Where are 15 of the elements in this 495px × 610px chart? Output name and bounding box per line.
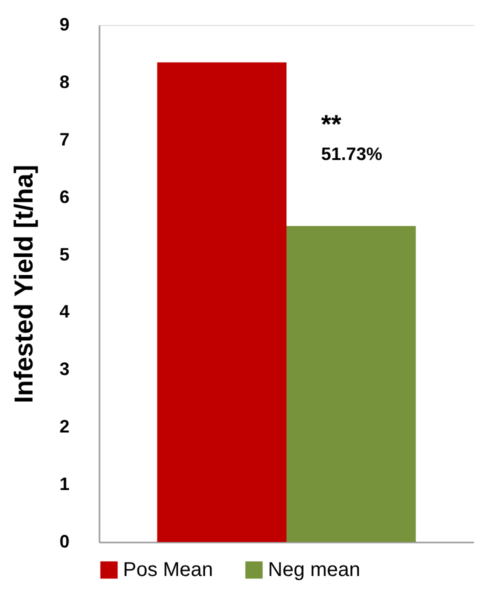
- legend-label: Pos Mean: [123, 559, 214, 581]
- y-tick-label: 7: [59, 129, 70, 150]
- y-tick-label: 4: [59, 302, 70, 322]
- y-tick-label: 9: [59, 14, 70, 34]
- legend-label: Neg mean: [268, 559, 360, 581]
- y-tick-label: 1: [59, 474, 70, 494]
- annotation: 51.73%: [321, 144, 382, 164]
- y-tick-label: 0: [59, 532, 70, 552]
- y-tick-label: 2: [59, 416, 70, 437]
- y-tick-label: 6: [59, 186, 70, 207]
- y-axis-title: Infested Yield [t/ha]: [8, 164, 38, 404]
- y-tick-label: 8: [59, 72, 70, 92]
- annotation: **: [321, 109, 342, 139]
- y-tick-label: 3: [59, 359, 70, 380]
- y-tick-label: 5: [59, 244, 70, 264]
